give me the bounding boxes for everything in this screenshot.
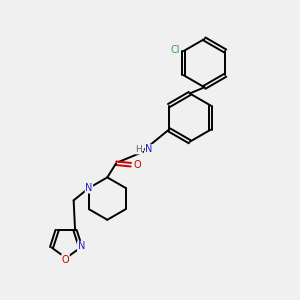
Text: N: N: [146, 144, 153, 154]
Text: Cl: Cl: [171, 45, 180, 55]
Text: O: O: [62, 254, 69, 265]
Text: H: H: [135, 145, 142, 154]
Text: N: N: [77, 241, 85, 251]
Text: O: O: [134, 160, 141, 170]
Text: N: N: [85, 183, 93, 193]
